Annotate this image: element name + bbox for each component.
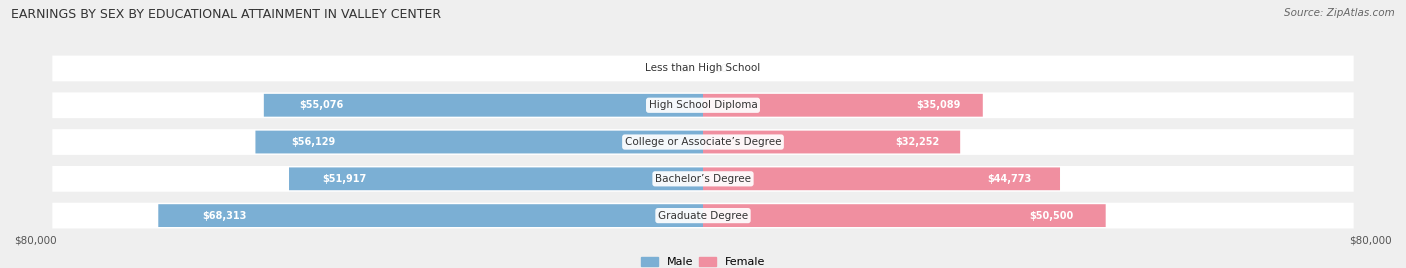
FancyBboxPatch shape xyxy=(264,94,703,117)
FancyBboxPatch shape xyxy=(290,168,703,190)
FancyBboxPatch shape xyxy=(159,204,703,227)
FancyBboxPatch shape xyxy=(52,166,1354,192)
Text: $44,773: $44,773 xyxy=(987,174,1032,184)
Text: $80,000: $80,000 xyxy=(1350,236,1392,246)
Text: $50,500: $50,500 xyxy=(1029,211,1073,221)
FancyBboxPatch shape xyxy=(52,129,1354,155)
Text: $55,076: $55,076 xyxy=(299,100,343,110)
Text: Bachelor’s Degree: Bachelor’s Degree xyxy=(655,174,751,184)
Text: $0: $0 xyxy=(679,64,690,73)
Text: EARNINGS BY SEX BY EDUCATIONAL ATTAINMENT IN VALLEY CENTER: EARNINGS BY SEX BY EDUCATIONAL ATTAINMEN… xyxy=(11,8,441,21)
Text: $51,917: $51,917 xyxy=(322,174,367,184)
Text: Less than High School: Less than High School xyxy=(645,64,761,73)
FancyBboxPatch shape xyxy=(52,92,1354,118)
Text: $0: $0 xyxy=(716,64,727,73)
Text: $56,129: $56,129 xyxy=(291,137,336,147)
FancyBboxPatch shape xyxy=(703,94,983,117)
Text: College or Associate’s Degree: College or Associate’s Degree xyxy=(624,137,782,147)
Text: $80,000: $80,000 xyxy=(14,236,56,246)
FancyBboxPatch shape xyxy=(256,131,703,154)
FancyBboxPatch shape xyxy=(703,168,1060,190)
Text: $35,089: $35,089 xyxy=(917,100,960,110)
FancyBboxPatch shape xyxy=(52,55,1354,81)
Text: High School Diploma: High School Diploma xyxy=(648,100,758,110)
Text: Graduate Degree: Graduate Degree xyxy=(658,211,748,221)
Text: Source: ZipAtlas.com: Source: ZipAtlas.com xyxy=(1284,8,1395,18)
Text: $32,252: $32,252 xyxy=(896,137,939,147)
FancyBboxPatch shape xyxy=(703,131,960,154)
Text: $68,313: $68,313 xyxy=(202,211,246,221)
FancyBboxPatch shape xyxy=(703,204,1105,227)
Legend: Male, Female: Male, Female xyxy=(637,252,769,268)
FancyBboxPatch shape xyxy=(52,203,1354,229)
